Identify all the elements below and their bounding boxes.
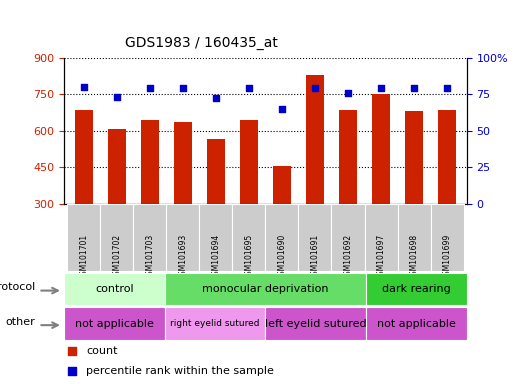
Text: GSM101701: GSM101701 (80, 234, 88, 280)
Text: left eyelid sutured: left eyelid sutured (265, 318, 367, 329)
Bar (266, 204, 299, 271)
Point (334, 271, 343, 277)
Text: GSM101703: GSM101703 (146, 234, 154, 280)
Bar (366, 307, 467, 340)
Point (113, 94, 121, 100)
Bar (64, 307, 165, 340)
Text: GSM101694: GSM101694 (211, 234, 221, 280)
Bar (141, 120, 159, 204)
Bar (398, 204, 430, 271)
Bar (240, 120, 258, 204)
Bar (108, 129, 126, 204)
Text: GSM101698: GSM101698 (409, 234, 419, 280)
Point (443, 85, 451, 91)
Bar (200, 204, 232, 271)
Bar (67, 204, 101, 271)
Bar (101, 204, 133, 271)
Bar (372, 94, 390, 204)
Point (278, 106, 286, 112)
Bar (266, 307, 366, 340)
Bar (331, 204, 365, 271)
Point (80, 84, 88, 90)
Point (410, 85, 418, 91)
Text: GSM101692: GSM101692 (344, 234, 352, 280)
Text: GSM101702: GSM101702 (112, 234, 122, 280)
Text: GSM101693: GSM101693 (179, 234, 187, 280)
Text: other: other (6, 317, 35, 327)
Bar (405, 111, 423, 204)
Text: monocular deprivation: monocular deprivation (202, 284, 329, 294)
Text: percentile rank within the sample: percentile rank within the sample (86, 366, 274, 376)
Point (311, 85, 319, 91)
Bar (299, 204, 331, 271)
Text: GSM101695: GSM101695 (245, 234, 253, 280)
Bar (133, 204, 166, 271)
Text: count: count (86, 346, 118, 356)
Bar (273, 166, 291, 204)
Bar (166, 204, 200, 271)
Point (245, 85, 253, 91)
Bar (75, 110, 93, 204)
Text: control: control (95, 284, 134, 294)
Bar (365, 204, 398, 271)
Bar (438, 110, 456, 204)
Point (179, 85, 187, 91)
Text: not applicable: not applicable (377, 318, 456, 329)
Text: GSM101699: GSM101699 (443, 234, 451, 280)
Bar (165, 307, 266, 340)
Text: right eyelid sutured: right eyelid sutured (170, 319, 260, 328)
Bar (306, 74, 324, 204)
Bar (207, 139, 225, 204)
Bar (366, 273, 467, 305)
Text: GDS1983 / 160435_at: GDS1983 / 160435_at (125, 36, 278, 50)
Point (334, 96, 343, 102)
Point (344, 89, 352, 96)
Text: GSM101697: GSM101697 (377, 234, 385, 280)
Bar (339, 110, 357, 204)
Bar (430, 204, 464, 271)
Bar (64, 273, 165, 305)
Bar (174, 122, 192, 204)
Point (212, 95, 220, 101)
Point (146, 85, 154, 91)
Text: not applicable: not applicable (75, 318, 154, 329)
Text: protocol: protocol (0, 282, 35, 292)
Bar (165, 273, 366, 305)
Text: GSM101691: GSM101691 (310, 234, 320, 280)
Bar (232, 204, 266, 271)
Text: dark rearing: dark rearing (382, 284, 451, 294)
Point (377, 85, 385, 91)
Text: GSM101690: GSM101690 (278, 234, 286, 280)
